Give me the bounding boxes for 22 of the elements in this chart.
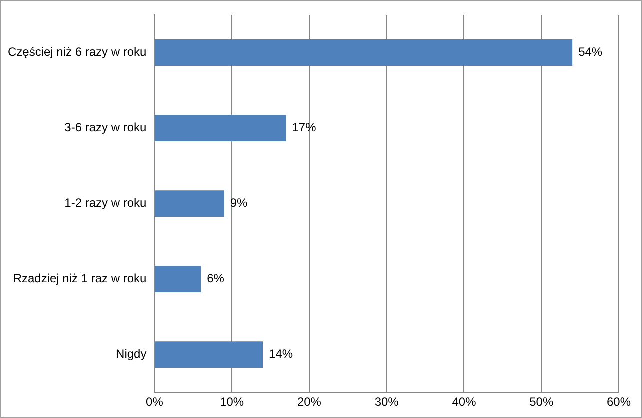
x-tick-label: 60%: [606, 395, 632, 410]
data-label: 9%: [230, 196, 248, 210]
y-tick-label: Częściej niż 6 razy w roku: [8, 45, 147, 60]
y-tick-label: Rzadziej niż 1 raz w roku: [13, 272, 147, 286]
bar: [155, 40, 573, 66]
x-tick-label: 50%: [530, 395, 554, 410]
data-label: 17%: [292, 120, 317, 135]
data-label: 14%: [269, 347, 294, 362]
y-tick-label: 1-2 razy w roku: [64, 196, 147, 210]
bar: [155, 190, 224, 218]
data-label: 6%: [207, 272, 225, 286]
data-label: 54%: [578, 45, 603, 60]
bar: [155, 115, 286, 142]
x-tick-label: 10%: [220, 395, 244, 410]
x-tick-label: 30%: [374, 395, 400, 410]
x-tick-label: 20%: [297, 395, 322, 410]
y-tick-label: 3-6 razy w roku: [64, 120, 147, 135]
bar: [155, 342, 264, 368]
y-tick-label: Nigdy: [116, 347, 147, 362]
bar: [155, 266, 202, 293]
x-tick-label: 40%: [452, 395, 477, 410]
x-tick-label: 0%: [146, 395, 164, 410]
